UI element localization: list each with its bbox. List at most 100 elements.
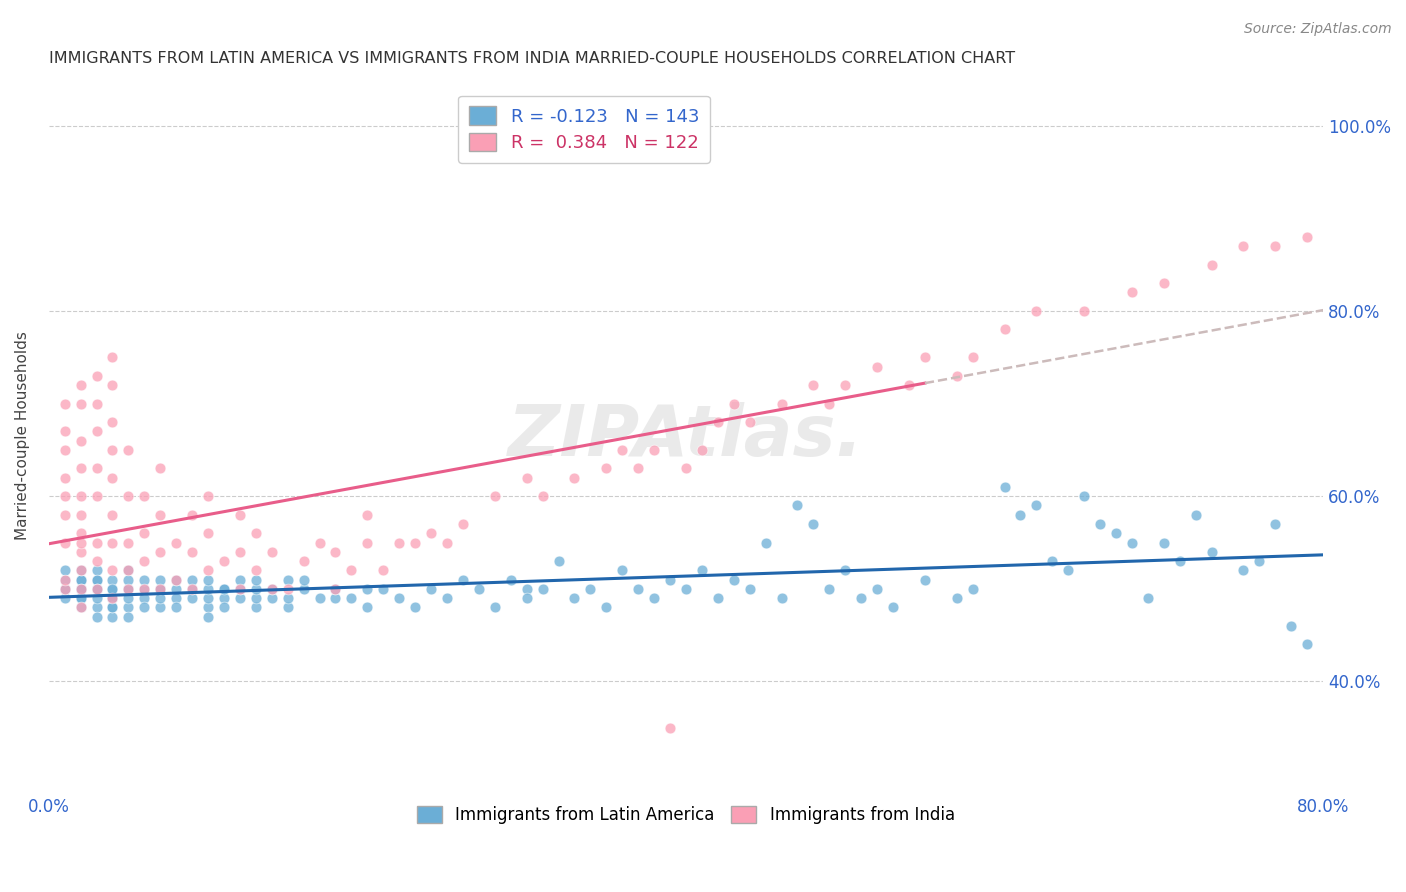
Point	[659, 573, 682, 587]
Point	[53, 442, 76, 457]
Point	[134, 582, 156, 596]
Point	[101, 609, 124, 624]
Point	[277, 591, 299, 606]
Point	[484, 489, 506, 503]
Point	[117, 600, 139, 615]
Point	[149, 582, 172, 596]
Point	[707, 591, 730, 606]
Point	[325, 582, 347, 596]
Point	[245, 600, 267, 615]
Point	[229, 573, 252, 587]
Point	[260, 545, 283, 559]
Point	[53, 489, 76, 503]
Point	[516, 471, 538, 485]
Point	[69, 396, 91, 410]
Point	[101, 582, 124, 596]
Point	[595, 461, 617, 475]
Point	[53, 563, 76, 577]
Point	[212, 591, 235, 606]
Point	[388, 535, 411, 549]
Point	[866, 359, 889, 374]
Y-axis label: Married-couple Households: Married-couple Households	[15, 332, 30, 541]
Point	[945, 368, 967, 383]
Point	[1025, 499, 1047, 513]
Point	[1105, 526, 1128, 541]
Text: ZIPAtlas.: ZIPAtlas.	[508, 401, 863, 470]
Point	[1073, 304, 1095, 318]
Point	[101, 471, 124, 485]
Point	[245, 526, 267, 541]
Point	[531, 489, 554, 503]
Point	[1136, 591, 1159, 606]
Point	[69, 563, 91, 577]
Point	[1264, 239, 1286, 253]
Point	[373, 582, 395, 596]
Point	[86, 461, 108, 475]
Point	[86, 396, 108, 410]
Point	[117, 563, 139, 577]
Point	[69, 378, 91, 392]
Point	[86, 573, 108, 587]
Point	[834, 378, 856, 392]
Point	[866, 582, 889, 596]
Point	[53, 535, 76, 549]
Point	[468, 582, 491, 596]
Point	[356, 535, 378, 549]
Point	[340, 563, 363, 577]
Point	[134, 554, 156, 568]
Point	[914, 573, 936, 587]
Point	[1153, 276, 1175, 290]
Point	[277, 573, 299, 587]
Point	[101, 573, 124, 587]
Point	[101, 415, 124, 429]
Point	[86, 563, 108, 577]
Point	[1296, 230, 1319, 244]
Point	[564, 591, 586, 606]
Point	[134, 582, 156, 596]
Point	[69, 582, 91, 596]
Point	[69, 573, 91, 587]
Point	[181, 545, 204, 559]
Point	[101, 351, 124, 365]
Point	[86, 554, 108, 568]
Point	[181, 573, 204, 587]
Point	[197, 489, 219, 503]
Point	[149, 545, 172, 559]
Point	[516, 591, 538, 606]
Point	[436, 591, 458, 606]
Point	[325, 582, 347, 596]
Point	[69, 582, 91, 596]
Point	[945, 591, 967, 606]
Point	[770, 591, 793, 606]
Point	[690, 442, 713, 457]
Point	[356, 600, 378, 615]
Point	[627, 582, 650, 596]
Point	[659, 721, 682, 735]
Point	[229, 508, 252, 522]
Point	[69, 582, 91, 596]
Point	[197, 591, 219, 606]
Point	[914, 351, 936, 365]
Point	[962, 351, 984, 365]
Point	[101, 600, 124, 615]
Point	[101, 442, 124, 457]
Point	[1153, 535, 1175, 549]
Point	[356, 582, 378, 596]
Point	[325, 591, 347, 606]
Point	[308, 591, 330, 606]
Point	[260, 582, 283, 596]
Point	[723, 573, 745, 587]
Point	[612, 442, 634, 457]
Point	[86, 591, 108, 606]
Point	[962, 582, 984, 596]
Point	[579, 582, 602, 596]
Point	[134, 591, 156, 606]
Point	[197, 526, 219, 541]
Point	[53, 425, 76, 439]
Point	[134, 526, 156, 541]
Point	[993, 480, 1015, 494]
Point	[69, 582, 91, 596]
Point	[69, 535, 91, 549]
Point	[420, 526, 443, 541]
Point	[165, 582, 187, 596]
